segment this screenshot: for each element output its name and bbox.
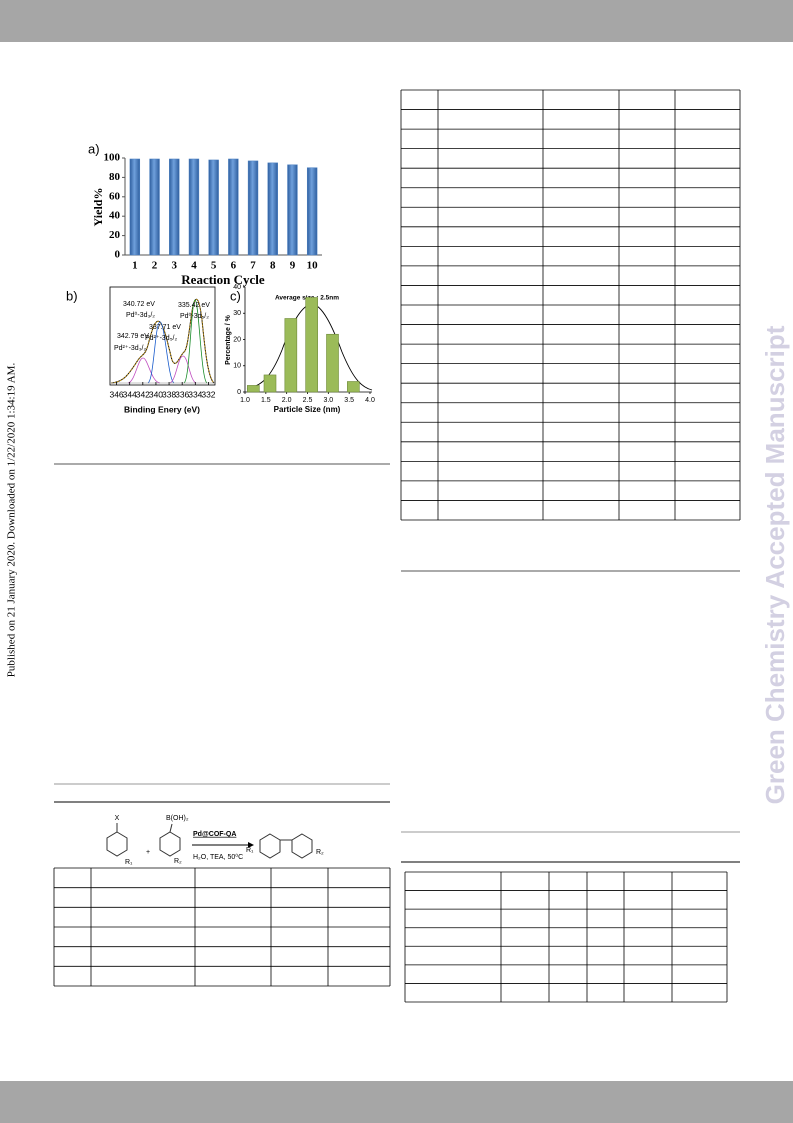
peak-annotation: Pd²⁺-3d₅/₂ (145, 335, 177, 342)
x-tick-label: 332 (201, 389, 215, 399)
substituent: R₁ (125, 859, 133, 866)
x-axis-label: Reaction Cycle (181, 272, 265, 287)
panel-c: c) Average size : 2.5nm Percentage / % P… (225, 284, 375, 414)
peak-annotation: 340.72 eV (123, 301, 155, 308)
bond (169, 823, 173, 833)
panel-a: a) Yield% Reaction Cycle 0 20 40 60 80 100 1 2 3… (88, 141, 322, 287)
y-tick-label: 40 (233, 284, 241, 291)
conditions: H₂O, TEA, 50⁰C (193, 853, 243, 861)
x-tick-label: 2.0 (282, 397, 292, 404)
x-tick-label: 338 (162, 389, 176, 399)
footer-bar (0, 1081, 793, 1123)
x-tick-label: 3.0 (323, 397, 333, 404)
panel-label: a) (88, 141, 100, 156)
x-tick-label: 336 (175, 389, 189, 399)
tables (53, 89, 741, 1003)
bar (169, 158, 180, 256)
spectrum-fit (110, 298, 215, 384)
bar (208, 159, 219, 256)
benzene-ring (106, 831, 128, 857)
x-tick-label: 3 (172, 260, 178, 272)
bar (305, 297, 318, 393)
x-axis-label: Binding Enery (eV) (124, 404, 200, 414)
y-tick-label: 20 (233, 336, 241, 343)
x-tick-label: 1.5 (261, 397, 271, 404)
bar (247, 160, 259, 256)
x-tick-label: 334 (188, 389, 202, 399)
arrow-head (248, 842, 254, 848)
benzene-ring (159, 831, 181, 857)
bar (263, 374, 277, 393)
peak-fit (183, 299, 208, 384)
substituent: R₁ (246, 847, 254, 854)
x-tick-label: 5 (211, 260, 217, 272)
bar (287, 164, 298, 256)
bar (228, 158, 239, 256)
header-bar (0, 0, 793, 42)
peak-annotation: 335.42 eV (178, 302, 210, 309)
panel-b: b) Binding Enery (eV) 340.72 eV Pd⁰-3d₃/… (66, 286, 216, 414)
y-tick-label: 100 (104, 152, 121, 164)
panel-label: b) (66, 288, 78, 303)
bar (247, 385, 260, 393)
y-tick-label: 60 (109, 190, 121, 202)
bar (149, 158, 160, 256)
y-tick-label: 0 (115, 249, 121, 261)
x-axis-label: Particle Size (nm) (274, 405, 341, 414)
reaction-scheme: X R₁ + B(OH)₂ R₂ Pd@COF-QA H₂O, TEA, 50⁰… (106, 815, 324, 866)
panel-label: c) (230, 288, 241, 303)
catalyst: Pd@COF-QA (193, 831, 236, 838)
peak-annotation: 337.71 eV (149, 324, 181, 331)
bar (306, 167, 318, 256)
x-tick-label: 2 (152, 260, 158, 272)
x-tick-label: 1 (132, 260, 138, 272)
substituent: B(OH)₂ (166, 815, 189, 822)
bar (347, 381, 360, 393)
x-tick-label: 344 (123, 389, 137, 399)
x-tick-label: 346 (109, 389, 123, 399)
bar (188, 158, 200, 256)
benzene-ring (291, 833, 313, 859)
x-tick-label: 342 (136, 389, 150, 399)
peak-fit (147, 321, 175, 384)
x-tick-label: 8 (270, 260, 276, 272)
bar (267, 162, 278, 256)
substituent: X (115, 815, 120, 822)
x-tick-label: 10 (307, 260, 319, 272)
x-tick-label: 7 (250, 260, 256, 272)
plus-sign: + (146, 849, 150, 856)
y-tick-label: 20 (109, 229, 121, 241)
x-tick-label: 2.5 (303, 397, 313, 404)
peak-fit (169, 355, 197, 384)
bar (284, 318, 298, 393)
benzene-ring (259, 833, 281, 859)
peak-annotation: Pd⁰-3d₅/₂ (180, 312, 209, 320)
x-tick-label: 6 (231, 260, 237, 272)
peak-fit (127, 357, 161, 384)
x-tick-label: 4.0 (365, 397, 375, 404)
y-tick-label: 0 (237, 389, 241, 396)
substituent: R₂ (174, 858, 182, 865)
y-tick-label: 80 (109, 171, 121, 183)
substituent: R₂ (316, 849, 324, 856)
x-tick-label: 1.0 (240, 397, 250, 404)
y-tick-label: 10 (233, 363, 241, 370)
y-tick-label: 40 (109, 210, 121, 222)
plot-frame (109, 286, 216, 386)
y-axis-label: Percentage / % (225, 314, 232, 365)
sidebar-note: Published on 21 January 2020. Downloaded… (6, 363, 18, 678)
y-axis-label: Yield% (91, 188, 105, 227)
peak-annotation: Pd²⁺-3d₃/₂ (114, 345, 147, 352)
watermark: Green Chemistry Accepted Manuscript (760, 325, 790, 804)
x-tick-label: 9 (290, 260, 296, 272)
peak-annotation: 342.79 eV (117, 333, 149, 340)
x-tick-label: 340 (149, 389, 163, 399)
bar (326, 333, 339, 393)
y-tick-label: 30 (233, 310, 241, 317)
x-tick-label: 3.5 (344, 397, 354, 404)
x-tick-label: 4 (191, 260, 197, 272)
peak-annotation: Pd⁰-3d₃/₂ (126, 311, 155, 319)
bar (129, 158, 141, 256)
